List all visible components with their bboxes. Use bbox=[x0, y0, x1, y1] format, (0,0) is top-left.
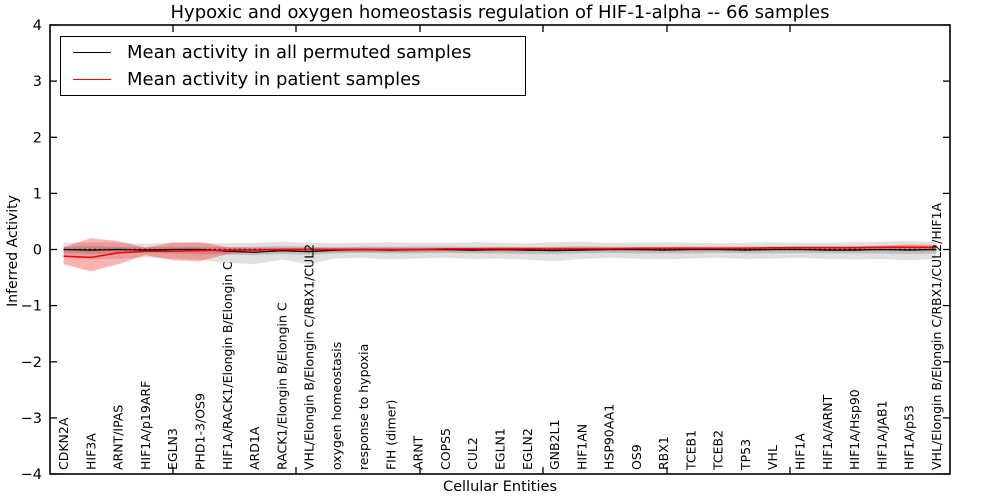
legend-item-patient: Mean activity in patient samples bbox=[73, 69, 525, 90]
y-tick-label: 0 bbox=[33, 243, 42, 259]
x-tick-label: HIF1AN bbox=[574, 424, 589, 470]
axis-ticks bbox=[50, 24, 950, 475]
y-tick-label: −1 bbox=[21, 299, 42, 315]
x-tick-label: VHL bbox=[765, 445, 780, 470]
series-lines bbox=[63, 246, 937, 259]
x-tick-label: COPS5 bbox=[438, 428, 453, 470]
x-tick-label: HIF1A/JAB1 bbox=[874, 400, 889, 470]
y-tick-label: −3 bbox=[21, 411, 42, 427]
y-tick-labels: 4 3 2 1 0 −1 −2 −3 −4 bbox=[21, 18, 42, 483]
x-tick-label: GNB2L1 bbox=[547, 420, 562, 470]
chart-title: Hypoxic and oxygen homeostasis regulatio… bbox=[170, 2, 830, 23]
legend-label: Mean activity in all permuted samples bbox=[127, 42, 472, 64]
x-axis-title: Cellular Entities bbox=[442, 479, 558, 495]
y-tick-label: 1 bbox=[33, 186, 42, 202]
y-tick-label: −4 bbox=[21, 467, 42, 483]
x-tick-label: EGLN2 bbox=[520, 428, 535, 470]
x-tick-label: VHL/Elongin B/Elongin C/RBX1/CUL2/HIF1A bbox=[929, 202, 944, 470]
x-tick-label: HIF3A bbox=[83, 433, 98, 470]
x-tick-label: HIF1A/p19ARF bbox=[138, 381, 153, 470]
x-tick-label: RACK1/Elongin B/Elongin C bbox=[274, 302, 289, 470]
series-line bbox=[63, 246, 937, 259]
x-tick-label: VHL/Elongin B/Elongin C/RBX1/CUL2 bbox=[302, 244, 317, 470]
y-tick-label: −2 bbox=[21, 355, 42, 371]
x-tick-label: HIF1A/RACK1/Elongin B/Elongin C bbox=[220, 261, 235, 470]
x-tick-label: ARD1A bbox=[247, 426, 262, 470]
x-tick-label: response to hypoxia bbox=[356, 344, 371, 470]
x-tick-label: EGLN3 bbox=[165, 428, 180, 470]
x-tick-label: EGLN1 bbox=[493, 428, 508, 470]
x-tick-label: ARNT/IPAS bbox=[111, 405, 126, 470]
x-tick-label: TCEB1 bbox=[683, 430, 698, 471]
x-tick-label: HIF1A/Hsp90 bbox=[847, 389, 862, 470]
y-tick-label: 3 bbox=[33, 74, 42, 90]
x-tick-label: HIF1A/p53 bbox=[902, 405, 917, 470]
x-tick-label: HIF1A bbox=[793, 433, 808, 470]
legend-item-permuted: Mean activity in all permuted samples bbox=[73, 42, 525, 63]
confidence-bands bbox=[63, 238, 937, 272]
x-tick-label: OS9 bbox=[629, 444, 644, 470]
x-tick-label: TCEB2 bbox=[711, 430, 726, 471]
legend-label: Mean activity in patient samples bbox=[127, 68, 421, 90]
x-tick-label: FIH (dimer) bbox=[383, 400, 398, 470]
x-tick-label: PHD1-3/OS9 bbox=[193, 393, 208, 470]
x-tick-label: oxygen homeostasis bbox=[329, 342, 344, 470]
patient-line-sample-icon bbox=[73, 78, 111, 80]
y-tick-label: 2 bbox=[33, 130, 42, 146]
y-axis-title: Inferred Activity bbox=[5, 195, 21, 307]
x-tick-label: TP53 bbox=[738, 439, 753, 471]
x-tick-label: RBX1 bbox=[656, 436, 671, 470]
permuted-line-sample-icon bbox=[73, 52, 111, 54]
y-tick-label: 4 bbox=[33, 18, 42, 34]
legend: Mean activity in all permuted samples Me… bbox=[60, 36, 526, 96]
x-tick-label: ARNT bbox=[411, 435, 426, 470]
x-tick-labels: CDKN2A HIF3A ARNT/IPAS HIF1A/p19ARF EGLN3 PHD… bbox=[56, 202, 944, 471]
x-tick-label: CDKN2A bbox=[56, 417, 71, 470]
x-tick-label: HIF1A/ARNT bbox=[820, 394, 835, 470]
x-tick-label: HSP90AA1 bbox=[602, 404, 617, 470]
band bbox=[63, 241, 937, 265]
x-tick-label: CUL2 bbox=[465, 437, 480, 470]
